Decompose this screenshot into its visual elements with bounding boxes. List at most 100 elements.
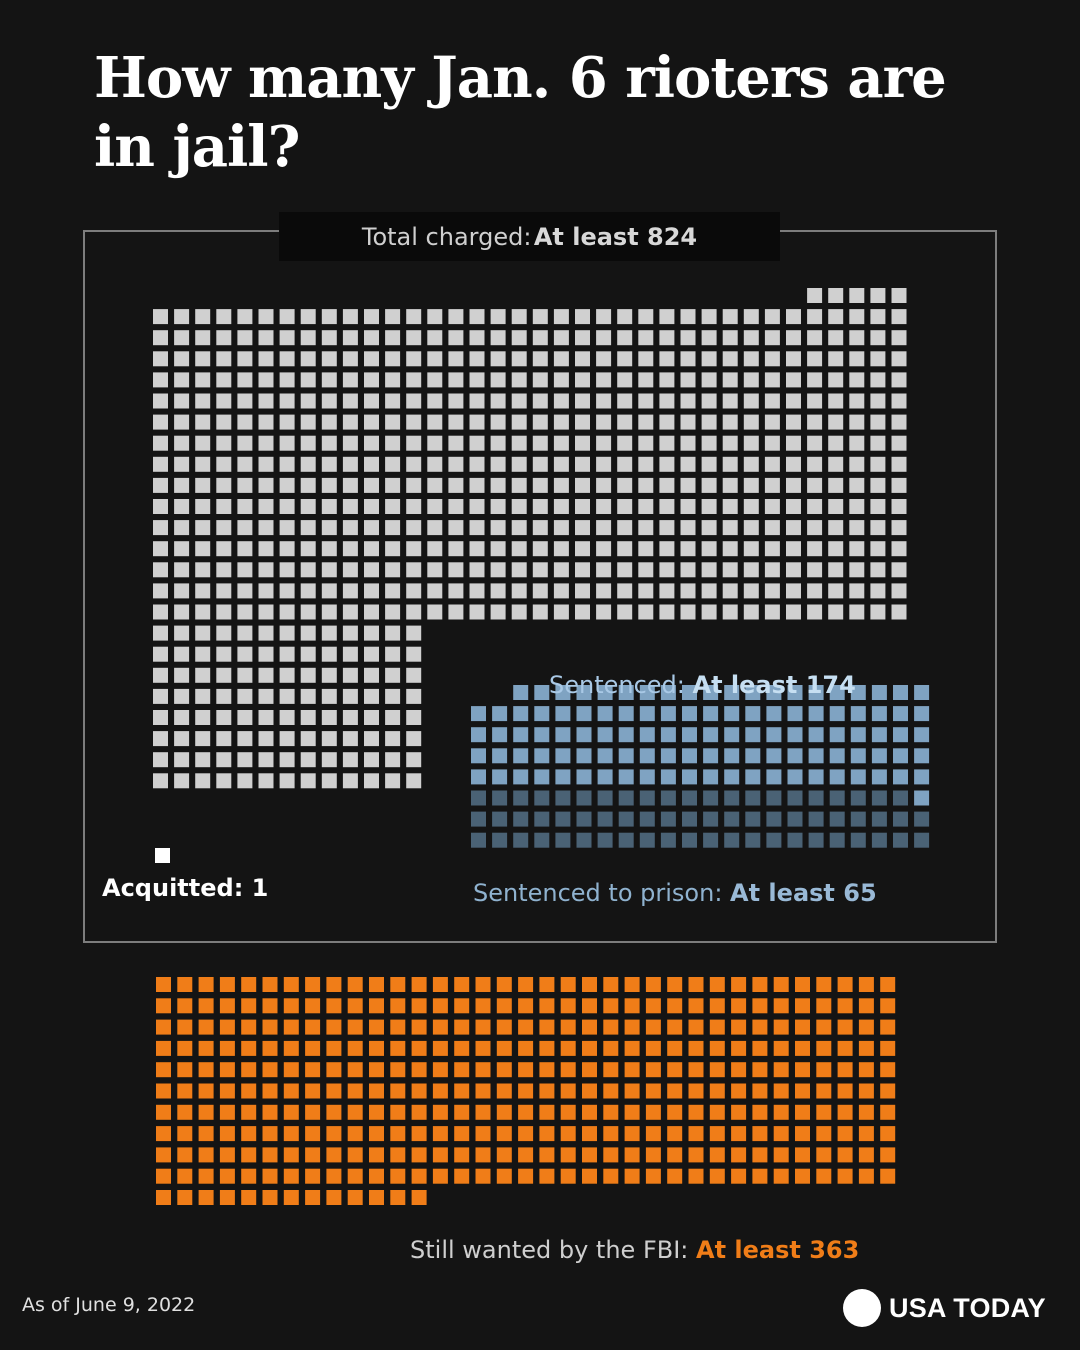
charged-square [596,309,612,325]
sentenced-square [871,706,887,722]
wanted-square [219,1019,235,1035]
charged-square [406,393,422,409]
charged-square [617,351,633,367]
wanted-square [603,998,619,1014]
charged-square [575,372,590,388]
wanted-square [219,1083,235,1099]
wanted-square [219,1168,235,1184]
charged-square [237,330,253,346]
charged-square [764,520,780,536]
charged-square [680,583,696,599]
charged-square [279,541,295,557]
charged-square [195,456,211,472]
charged-square [321,731,337,747]
wanted-square [305,1126,321,1142]
charged-square [258,583,274,599]
wanted-square [475,1083,491,1099]
wanted-square [475,977,491,992]
prison-square [471,790,486,806]
wanted-square [837,1040,853,1056]
charged-square [448,372,464,388]
charged-square [870,604,886,620]
charged-square [891,435,907,451]
charged-square [153,583,168,599]
charged-square [300,646,316,662]
charged-square [237,583,253,599]
charged-square [300,414,316,430]
charged-square [553,520,569,536]
charged-square [364,710,379,725]
prison-square [829,832,845,848]
charged-square [385,773,401,789]
charged-square [448,435,464,451]
charged-square [364,625,379,641]
wanted-square [688,1147,704,1163]
wanted-square [283,1190,299,1205]
charged-square [532,414,548,430]
prison-square [829,811,845,827]
charged-square [216,625,232,641]
charged-square [300,541,316,557]
charged-square [195,309,211,325]
charged-square [870,330,886,346]
charged-square [659,456,675,472]
charged-square [617,309,633,325]
wanted-square [645,1147,661,1163]
wanted-square [518,1083,534,1099]
charged-square [427,604,443,620]
charged-square [680,330,696,346]
wanted-square [326,1147,342,1163]
charged-square [342,477,358,493]
charged-square [722,456,738,472]
sentenced-square [787,706,803,722]
wanted-square [454,977,470,992]
wanted-square [241,1083,257,1099]
prison-square [576,790,592,806]
total-charged-prefix: Total charged: [361,222,532,251]
wanted-square [624,1126,640,1142]
sentenced-square [703,706,719,722]
wanted-square [390,1019,406,1035]
wanted-square [858,1040,874,1056]
charged-square [849,393,865,409]
wanted-square [752,1168,768,1184]
charged-square [807,604,823,620]
wanted-square [156,977,171,992]
charged-square [870,414,886,430]
charged-square [596,520,612,536]
charged-square [701,414,717,430]
wanted-square [837,998,853,1014]
wanted-square [816,1040,832,1056]
wanted-square [688,977,704,992]
charged-square [701,477,717,493]
charged-square [743,330,759,346]
wanted-square [496,1062,512,1078]
charged-square [764,414,780,430]
charged-square [701,330,717,346]
wanted-square [390,977,406,992]
charged-square [807,435,823,451]
charged-square [279,731,295,747]
sentenced-square [618,727,634,743]
wanted-square [369,977,384,992]
wanted-square [219,1062,235,1078]
charged-square [617,520,633,536]
charged-square [701,309,717,325]
charged-square [891,288,907,303]
charged-square [617,393,633,409]
wanted-square [241,1168,257,1184]
charged-square [195,646,211,662]
charged-square [553,456,569,472]
charged-square [870,351,886,367]
charged-square [174,583,190,599]
charged-square [638,520,654,536]
prison-square [492,790,508,806]
wanted-square [837,1168,853,1184]
sentenced-square [745,727,761,743]
wanted-square [496,1168,512,1184]
wanted-square [518,1126,534,1142]
wanted-square [432,1040,448,1056]
sentenced-square [534,748,550,764]
charged-square [743,541,759,557]
sentenced-square [513,748,529,764]
